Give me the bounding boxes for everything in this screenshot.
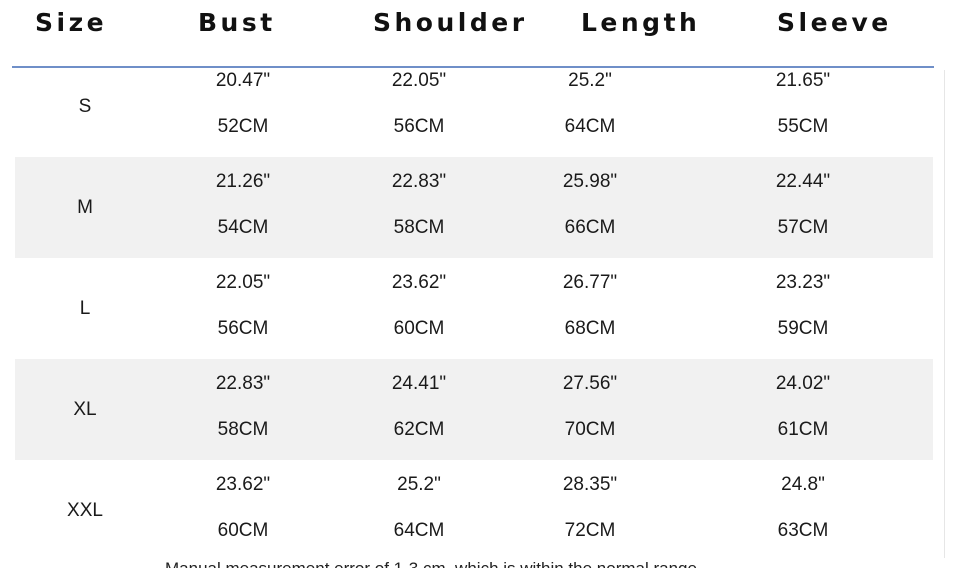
size-label: M	[77, 197, 93, 218]
shoulder-inch-value: 22.83"	[391, 171, 447, 192]
table-right-edge	[944, 70, 945, 558]
sleeve-cm-value: 63CM	[777, 520, 829, 541]
sleeve-inch-value: 24.8"	[781, 474, 825, 495]
bust-inch-value: 20.47"	[215, 70, 271, 91]
table-row: S 20.47" 52CM 22.05" 56CM 25.2" 64CM 21.…	[15, 56, 933, 157]
table-row: L 22.05" 56CM 23.62" 60CM 26.77" 68CM 23…	[15, 258, 933, 359]
sleeve-inch-value: 24.02"	[775, 373, 831, 394]
shoulder-cm-value: 56CM	[393, 116, 445, 137]
shoulder-cm-value: 64CM	[393, 520, 445, 541]
length-cm-value: 64CM	[564, 116, 616, 137]
bust-cm-value: 58CM	[217, 419, 269, 440]
length-cm-value: 70CM	[564, 419, 616, 440]
sleeve-cm-value: 55CM	[777, 116, 829, 137]
sleeve-cm-value: 59CM	[777, 318, 829, 339]
sleeve-inch-value: 23.23"	[775, 272, 831, 293]
header-length: Length	[581, 8, 701, 37]
size-label: S	[78, 96, 92, 117]
bust-cm-value: 54CM	[217, 217, 269, 238]
table-row: XL 22.83" 58CM 24.41" 62CM 27.56" 70CM 2…	[15, 359, 933, 460]
length-cm-value: 66CM	[564, 217, 616, 238]
header-size: Size	[35, 8, 108, 37]
sleeve-inch-value: 21.65"	[775, 70, 831, 91]
length-inch-value: 25.2"	[568, 70, 612, 91]
length-cm-value: 72CM	[564, 520, 616, 541]
header-shoulder: Shoulder	[373, 8, 528, 37]
bust-inch-value: 23.62"	[215, 474, 271, 495]
shoulder-inch-value: 23.62"	[391, 272, 447, 293]
sleeve-cm-value: 61CM	[777, 419, 829, 440]
bust-inch-value: 22.05"	[215, 272, 271, 293]
bust-inch-value: 21.26"	[215, 171, 271, 192]
header-divider	[12, 66, 934, 68]
shoulder-inch-value: 22.05"	[391, 70, 447, 91]
shoulder-cm-value: 62CM	[393, 419, 445, 440]
length-inch-value: 25.98"	[562, 171, 618, 192]
sleeve-cm-value: 57CM	[777, 217, 829, 238]
sleeve-inch-value: 22.44"	[775, 171, 831, 192]
size-label: XXL	[67, 500, 103, 521]
header-bust: Bust	[198, 8, 276, 37]
bust-cm-value: 60CM	[217, 520, 269, 541]
header-sleeve: Sleeve	[777, 8, 892, 37]
bust-inch-value: 22.83"	[215, 373, 271, 394]
shoulder-inch-value: 24.41"	[391, 373, 447, 394]
table-row: XXL 23.62" 60CM 25.2" 64CM 28.35" 72CM 2…	[15, 460, 933, 561]
measurement-footnote: Manual measurement error of 1-3 cm, whic…	[165, 559, 697, 568]
bust-cm-value: 56CM	[217, 318, 269, 339]
length-cm-value: 68CM	[564, 318, 616, 339]
table-header: Size Bust Shoulder Length Sleeve	[0, 0, 978, 60]
shoulder-cm-value: 58CM	[393, 217, 445, 238]
size-label: L	[79, 298, 91, 319]
bust-cm-value: 52CM	[217, 116, 269, 137]
length-inch-value: 27.56"	[562, 373, 618, 394]
table-row: M 21.26" 54CM 22.83" 58CM 25.98" 66CM 22…	[15, 157, 933, 258]
shoulder-inch-value: 25.2"	[397, 474, 441, 495]
size-label: XL	[73, 399, 97, 420]
length-inch-value: 26.77"	[562, 272, 618, 293]
shoulder-cm-value: 60CM	[393, 318, 445, 339]
length-inch-value: 28.35"	[562, 474, 618, 495]
